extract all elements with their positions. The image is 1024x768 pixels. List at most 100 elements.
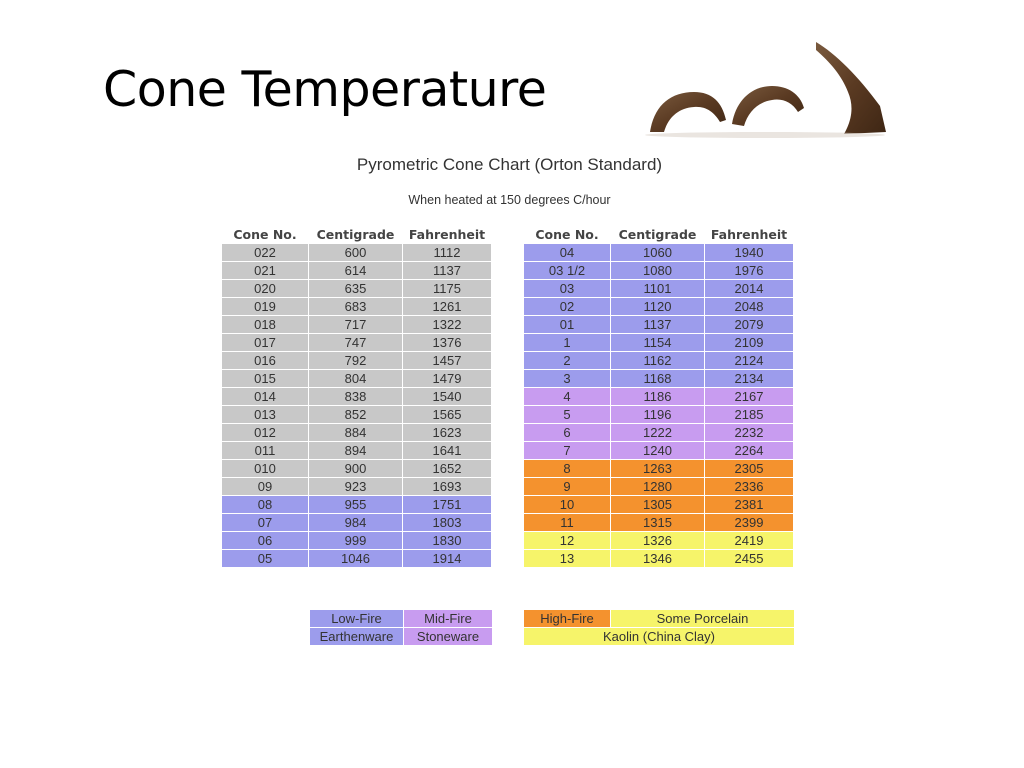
cell-fahrenheit: 2079 (705, 316, 793, 333)
cell-centigrade: 1263 (611, 460, 704, 477)
cell-centigrade: 923 (309, 478, 402, 495)
cell-fahrenheit: 1137 (403, 262, 491, 279)
cell-fahrenheit: 2381 (705, 496, 793, 513)
legend-right: High-Fire Some Porcelain Kaolin (China C… (523, 609, 795, 646)
cell-centigrade: 1154 (611, 334, 704, 351)
cell-cone-no: 2 (524, 352, 610, 369)
cell-centigrade: 804 (309, 370, 402, 387)
cell-fahrenheit: 2048 (705, 298, 793, 315)
table-row: 021 614 1137 (222, 262, 491, 279)
cell-cone-no: 018 (222, 316, 308, 333)
legend-low-fire: Low-Fire (310, 610, 403, 627)
cell-centigrade: 792 (309, 352, 402, 369)
cell-fahrenheit: 1112 (403, 244, 491, 261)
cell-fahrenheit: 1540 (403, 388, 491, 405)
cell-cone-no: 08 (222, 496, 308, 513)
table-row: 1 1154 2109 (524, 334, 793, 351)
cell-cone-no: 013 (222, 406, 308, 423)
cell-cone-no: 015 (222, 370, 308, 387)
cell-fahrenheit: 2264 (705, 442, 793, 459)
header-cone-no: Cone No. (222, 226, 308, 243)
header-fahrenheit: Fahrenheit (705, 226, 793, 243)
legend-earthenware: Earthenware (310, 628, 403, 645)
table-row: 08 955 1751 (222, 496, 491, 513)
table-row: 019 683 1261 (222, 298, 491, 315)
cell-cone-no: 014 (222, 388, 308, 405)
table-row: 03 1/2 1080 1976 (524, 262, 793, 279)
table-row: 5 1196 2185 (524, 406, 793, 423)
cell-cone-no: 1 (524, 334, 610, 351)
cell-fahrenheit: 1457 (403, 352, 491, 369)
cell-fahrenheit: 2014 (705, 280, 793, 297)
cell-centigrade: 955 (309, 496, 402, 513)
table-row: 05 1046 1914 (222, 550, 491, 567)
cell-cone-no: 020 (222, 280, 308, 297)
cell-fahrenheit: 2167 (705, 388, 793, 405)
cell-fahrenheit: 2185 (705, 406, 793, 423)
cell-cone-no: 10 (524, 496, 610, 513)
table-row: 016 792 1457 (222, 352, 491, 369)
table-row: 4 1186 2167 (524, 388, 793, 405)
cell-cone-no: 11 (524, 514, 610, 531)
table-row: 015 804 1479 (222, 370, 491, 387)
cell-centigrade: 614 (309, 262, 402, 279)
cell-centigrade: 884 (309, 424, 402, 441)
table-row: 018 717 1322 (222, 316, 491, 333)
cell-centigrade: 838 (309, 388, 402, 405)
table-row: 010 900 1652 (222, 460, 491, 477)
table-header-row: Cone No. Centigrade Fahrenheit (222, 226, 491, 243)
cone-table-right-body: 04 1060 1940 03 1/2 1080 1976 03 1101 2014 02 1120… (524, 244, 793, 567)
cell-cone-no: 04 (524, 244, 610, 261)
cell-centigrade: 635 (309, 280, 402, 297)
cell-cone-no: 4 (524, 388, 610, 405)
cell-centigrade: 683 (309, 298, 402, 315)
cell-centigrade: 1196 (611, 406, 704, 423)
cell-centigrade: 1346 (611, 550, 704, 567)
cell-centigrade: 1315 (611, 514, 704, 531)
cell-cone-no: 7 (524, 442, 610, 459)
legend-left: Low-Fire Mid-Fire Earthenware Stoneware (309, 609, 493, 646)
cell-fahrenheit: 1376 (403, 334, 491, 351)
cone-table-left: Cone No. Centigrade Fahrenheit 022 600 111… (221, 225, 492, 568)
cell-cone-no: 05 (222, 550, 308, 567)
cell-fahrenheit: 1565 (403, 406, 491, 423)
cell-fahrenheit: 2419 (705, 532, 793, 549)
cell-fahrenheit: 1751 (403, 496, 491, 513)
slide-title: Cone Temperature (103, 61, 547, 118)
cell-cone-no: 01 (524, 316, 610, 333)
cone-shadow (645, 132, 885, 138)
cell-fahrenheit: 2109 (705, 334, 793, 351)
cell-cone-no: 03 (524, 280, 610, 297)
table-row: 07 984 1803 (222, 514, 491, 531)
cell-cone-no: 010 (222, 460, 308, 477)
cell-fahrenheit: 1175 (403, 280, 491, 297)
cell-fahrenheit: 1803 (403, 514, 491, 531)
cell-centigrade: 1280 (611, 478, 704, 495)
cell-fahrenheit: 1693 (403, 478, 491, 495)
cell-cone-no: 09 (222, 478, 308, 495)
cell-fahrenheit: 2336 (705, 478, 793, 495)
table-row: 011 894 1641 (222, 442, 491, 459)
table-row: 03 1101 2014 (524, 280, 793, 297)
legend-kaolin: Kaolin (China Clay) (524, 628, 794, 645)
cell-fahrenheit: 1641 (403, 442, 491, 459)
cell-cone-no: 03 1/2 (524, 262, 610, 279)
table-row: 013 852 1565 (222, 406, 491, 423)
table-row: 04 1060 1940 (524, 244, 793, 261)
cell-fahrenheit: 1976 (705, 262, 793, 279)
cell-fahrenheit: 1479 (403, 370, 491, 387)
table-header-row: Cone No. Centigrade Fahrenheit (524, 226, 793, 243)
cell-fahrenheit: 2399 (705, 514, 793, 531)
cell-centigrade: 1046 (309, 550, 402, 567)
table-row: 014 838 1540 (222, 388, 491, 405)
table-row: 022 600 1112 (222, 244, 491, 261)
table-row: 7 1240 2264 (524, 442, 793, 459)
cell-cone-no: 3 (524, 370, 610, 387)
cone-shape-3 (816, 42, 886, 134)
cell-cone-no: 017 (222, 334, 308, 351)
cell-fahrenheit: 2232 (705, 424, 793, 441)
cell-centigrade: 1120 (611, 298, 704, 315)
cell-cone-no: 07 (222, 514, 308, 531)
cell-cone-no: 016 (222, 352, 308, 369)
cell-cone-no: 02 (524, 298, 610, 315)
